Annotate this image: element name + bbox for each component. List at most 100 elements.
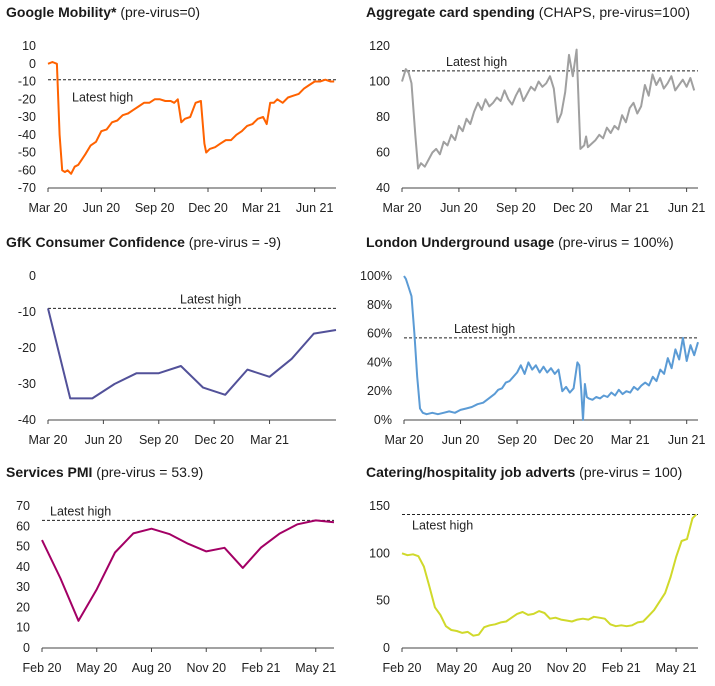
y-tick-label: 40 xyxy=(376,181,390,195)
x-tick-label: Feb 21 xyxy=(602,661,641,675)
series-line xyxy=(403,275,699,421)
series-line xyxy=(47,61,335,175)
x-tick-label: Feb 21 xyxy=(242,661,281,675)
x-tick-label: May 20 xyxy=(436,661,477,675)
chart-panel-google-mobility: Google Mobility* (pre-virus=0) 10 0 -10 -20… xyxy=(6,4,346,226)
y-tick-label: -60 xyxy=(18,163,36,177)
x-tick-label: Feb 20 xyxy=(23,661,62,675)
x-tick-label: Feb 20 xyxy=(383,661,422,675)
x-tick-label: Mar 20 xyxy=(383,201,422,215)
chart-svg-services-pmi: 70 60 50 40 30 20 10 0 Feb 20 May 20 Aug 20 Nov 20 F… xyxy=(16,499,336,675)
chart-title: Aggregate card spending (CHAPS, pre-viru… xyxy=(366,4,691,20)
x-tick-label: Mar 20 xyxy=(385,433,424,447)
x-tick-label: Mar 21 xyxy=(610,201,649,215)
y-tick-label: 10 xyxy=(16,621,30,635)
y-tick-label: -10 xyxy=(18,75,36,89)
y-tick-label: -20 xyxy=(18,341,36,355)
chart-title: London Underground usage (pre-virus = 10… xyxy=(366,234,674,250)
series-line xyxy=(401,48,696,170)
chart-panel-services-pmi: Services PMI (pre-virus = 53.9) 70 60 50 40… xyxy=(6,464,346,686)
x-tick-label: Nov 20 xyxy=(547,661,587,675)
y-tick-label: -20 xyxy=(18,92,36,106)
series-line xyxy=(41,519,335,622)
y-tick-label: -10 xyxy=(18,305,36,319)
y-tick-label: 20% xyxy=(367,384,392,398)
x-tick-label: Sep 20 xyxy=(139,433,179,447)
x-tick-label: Nov 20 xyxy=(186,661,226,675)
chart-svg-card-spending: 120 100 80 60 40 Mar 20 Jun 20 Sep 20 Dec 20 Mar … xyxy=(369,39,706,215)
y-tick-label: 10 xyxy=(22,39,36,53)
y-tick-label: 50 xyxy=(376,594,390,608)
reference-label: Latest high xyxy=(72,91,133,105)
y-tick-label: 0 xyxy=(383,641,390,655)
x-tick-label: Jun 21 xyxy=(296,201,334,215)
x-tick-label: Jun 20 xyxy=(440,201,478,215)
y-tick-label: 60 xyxy=(376,146,390,160)
y-tick-label: 0 xyxy=(23,641,30,655)
y-tick-label: -50 xyxy=(18,146,36,160)
x-tick-label: Sep 20 xyxy=(135,201,175,215)
y-tick-label: 80 xyxy=(376,110,390,124)
chart-svg-hospitality-adverts: 150 100 50 0 Feb 20 May 20 Aug 20 Nov 20 Feb 21 M… xyxy=(369,499,698,675)
y-tick-label: -70 xyxy=(18,181,36,195)
chart-panel-card-spending: Aggregate card spending (CHAPS, pre-viru… xyxy=(366,4,711,226)
reference-label: Latest high xyxy=(50,504,111,518)
y-tick-label: 80% xyxy=(367,298,392,312)
chart-title: Catering/hospitality job adverts (pre-vi… xyxy=(366,464,683,480)
x-tick-label: Jun 20 xyxy=(83,201,121,215)
y-tick-label: -30 xyxy=(18,110,36,124)
y-tick-label: -40 xyxy=(18,128,36,142)
chart-title: Google Mobility* (pre-virus=0) xyxy=(6,4,201,20)
y-tick-label: 0 xyxy=(29,269,36,283)
x-tick-label: May 21 xyxy=(656,661,697,675)
x-tick-label: May 21 xyxy=(295,661,336,675)
chart-title: GfK Consumer Confidence (pre-virus = -9) xyxy=(6,234,281,250)
series-line xyxy=(401,513,697,637)
y-tick-label: 40% xyxy=(367,355,392,369)
y-tick-label: 40 xyxy=(16,560,30,574)
x-tick-label: Mar 21 xyxy=(250,433,289,447)
y-tick-label: 70 xyxy=(16,499,30,513)
chart-svg-google-mobility: 10 0 -10 -20 -30 -40 -50 -60 -70 Mar 20 Jun 20 Sep … xyxy=(18,39,336,215)
x-tick-label: Dec 20 xyxy=(554,433,594,447)
x-tick-label: Jun 21 xyxy=(668,201,706,215)
y-tick-label: 60% xyxy=(367,327,392,341)
y-tick-label: 150 xyxy=(369,499,390,513)
reference-label: Latest high xyxy=(412,519,473,533)
series-line xyxy=(47,308,337,400)
y-tick-label: 0% xyxy=(374,413,392,427)
x-tick-label: Mar 20 xyxy=(29,433,68,447)
x-tick-label: Jun 21 xyxy=(668,433,706,447)
y-tick-label: 20 xyxy=(16,600,30,614)
x-tick-label: Jun 20 xyxy=(442,433,480,447)
chart-panel-gfk-confidence: GfK Consumer Confidence (pre-virus = -9)… xyxy=(6,234,346,456)
chart-title: Services PMI (pre-virus = 53.9) xyxy=(6,464,204,480)
x-tick-label: Dec 20 xyxy=(188,201,228,215)
y-tick-label: 50 xyxy=(16,540,30,554)
reference-label: Latest high xyxy=(180,292,241,306)
x-tick-label: Aug 20 xyxy=(132,661,172,675)
y-tick-label: 100 xyxy=(369,546,390,560)
x-tick-label: Dec 20 xyxy=(553,201,593,215)
y-tick-label: 30 xyxy=(16,580,30,594)
y-tick-label: 60 xyxy=(16,519,30,533)
x-tick-label: Mar 21 xyxy=(242,201,281,215)
chart-svg-gfk-confidence: 0 -10 -20 -30 -40 Mar 20 Jun 20 Sep 20 Dec 20 Mar… xyxy=(18,269,337,447)
y-tick-label: 100% xyxy=(360,269,392,283)
x-tick-label: Jun 20 xyxy=(85,433,123,447)
reference-label: Latest high xyxy=(454,322,515,336)
chart-svg-london-underground: 100% 80% 60% 40% 20% 0% Mar 20 Jun 20 Sep 20 Dec … xyxy=(360,269,706,447)
y-tick-label: -30 xyxy=(18,377,36,391)
x-tick-label: Mar 21 xyxy=(611,433,650,447)
x-tick-label: Mar 20 xyxy=(29,201,68,215)
y-tick-label: -40 xyxy=(18,413,36,427)
x-tick-label: Sep 20 xyxy=(497,433,537,447)
x-tick-label: May 20 xyxy=(76,661,117,675)
x-tick-label: Aug 20 xyxy=(492,661,532,675)
y-tick-label: 0 xyxy=(29,57,36,71)
chart-panel-hospitality-adverts: Catering/hospitality job adverts (pre-vi… xyxy=(366,464,711,686)
y-tick-label: 100 xyxy=(369,75,390,89)
x-tick-label: Sep 20 xyxy=(496,201,536,215)
x-tick-label: Dec 20 xyxy=(194,433,234,447)
